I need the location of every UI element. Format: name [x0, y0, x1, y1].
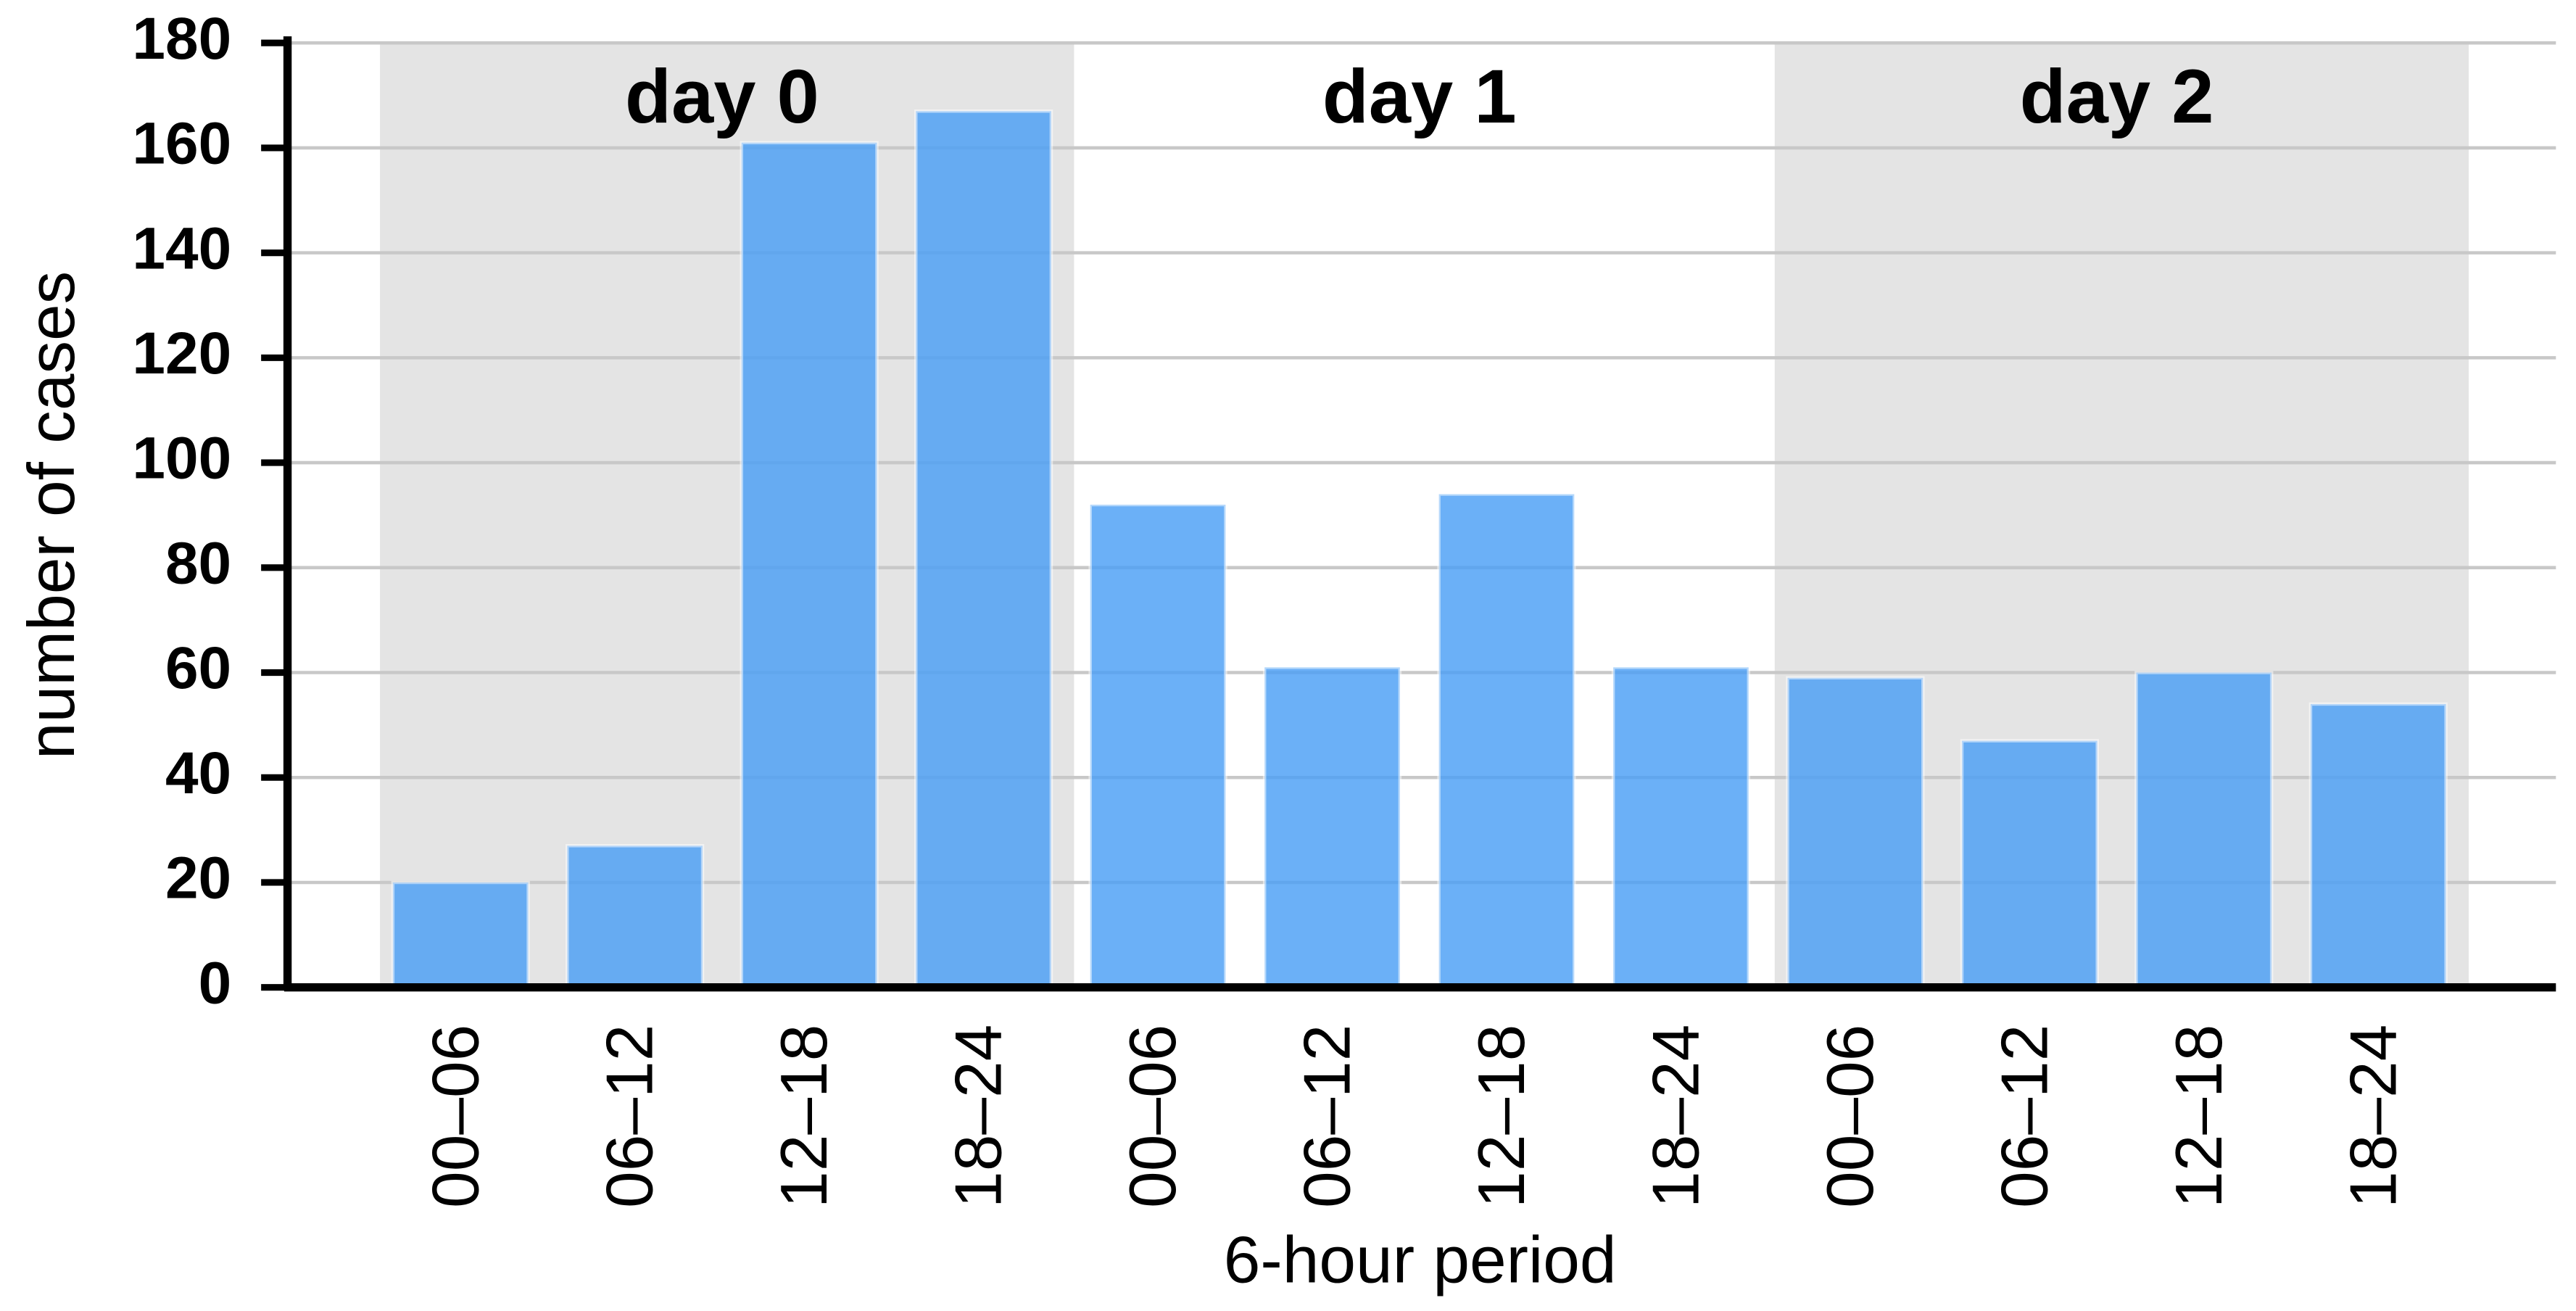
x-tick-label: 12–18 — [2163, 1025, 2236, 1208]
y-tick-label: 40 — [165, 740, 231, 806]
bar — [1611, 666, 1751, 989]
y-tick-label: 80 — [165, 530, 231, 596]
x-tick-label: 18–24 — [943, 1025, 1016, 1208]
x-tick-label: 06–12 — [1291, 1025, 1364, 1208]
bar — [1437, 492, 1576, 989]
bar — [2308, 702, 2448, 989]
bar — [1786, 676, 1925, 989]
x-tick-label: 12–18 — [768, 1025, 841, 1208]
x-tick-label: 06–12 — [594, 1025, 667, 1208]
bar — [740, 141, 879, 989]
y-tick-label: 60 — [165, 635, 231, 701]
y-tick-label: 100 — [132, 426, 231, 492]
y-tick-label: 140 — [132, 215, 231, 281]
bar — [391, 880, 530, 989]
y-tick-label: 160 — [132, 111, 231, 177]
x-tick-label: 12–18 — [1465, 1025, 1538, 1208]
group-label: day 1 — [1322, 54, 1517, 139]
bar — [1088, 503, 1227, 989]
bar — [2134, 671, 2274, 989]
bar — [914, 109, 1053, 989]
y-tick-label: 20 — [165, 845, 231, 911]
axes — [261, 36, 2556, 992]
y-tick-label: 120 — [132, 320, 231, 386]
group-label: day 0 — [625, 54, 819, 139]
y-axis-label: number of cases — [15, 271, 88, 759]
labels: day 0 day 1 day 2 0 20 40 60 80 100 120 140 160 180 0… — [132, 6, 2410, 1208]
y-tick-label: 0 — [199, 950, 232, 1016]
bar — [1960, 739, 2100, 989]
x-tick-label: 18–24 — [1640, 1025, 1713, 1208]
x-tick-label: 00–06 — [1814, 1025, 1887, 1208]
x-tick-label: 00–06 — [1117, 1025, 1190, 1208]
x-axis-label: 6-hour period — [1224, 1223, 1617, 1296]
bar — [1262, 666, 1402, 989]
x-tick-label: 00–06 — [419, 1025, 492, 1208]
x-tick-label: 06–12 — [1988, 1025, 2061, 1208]
bar — [566, 844, 705, 989]
group-label: day 2 — [2020, 54, 2214, 139]
x-tick-label: 18–24 — [2337, 1025, 2410, 1208]
bars — [391, 109, 2448, 989]
y-tick-label: 180 — [132, 6, 231, 72]
